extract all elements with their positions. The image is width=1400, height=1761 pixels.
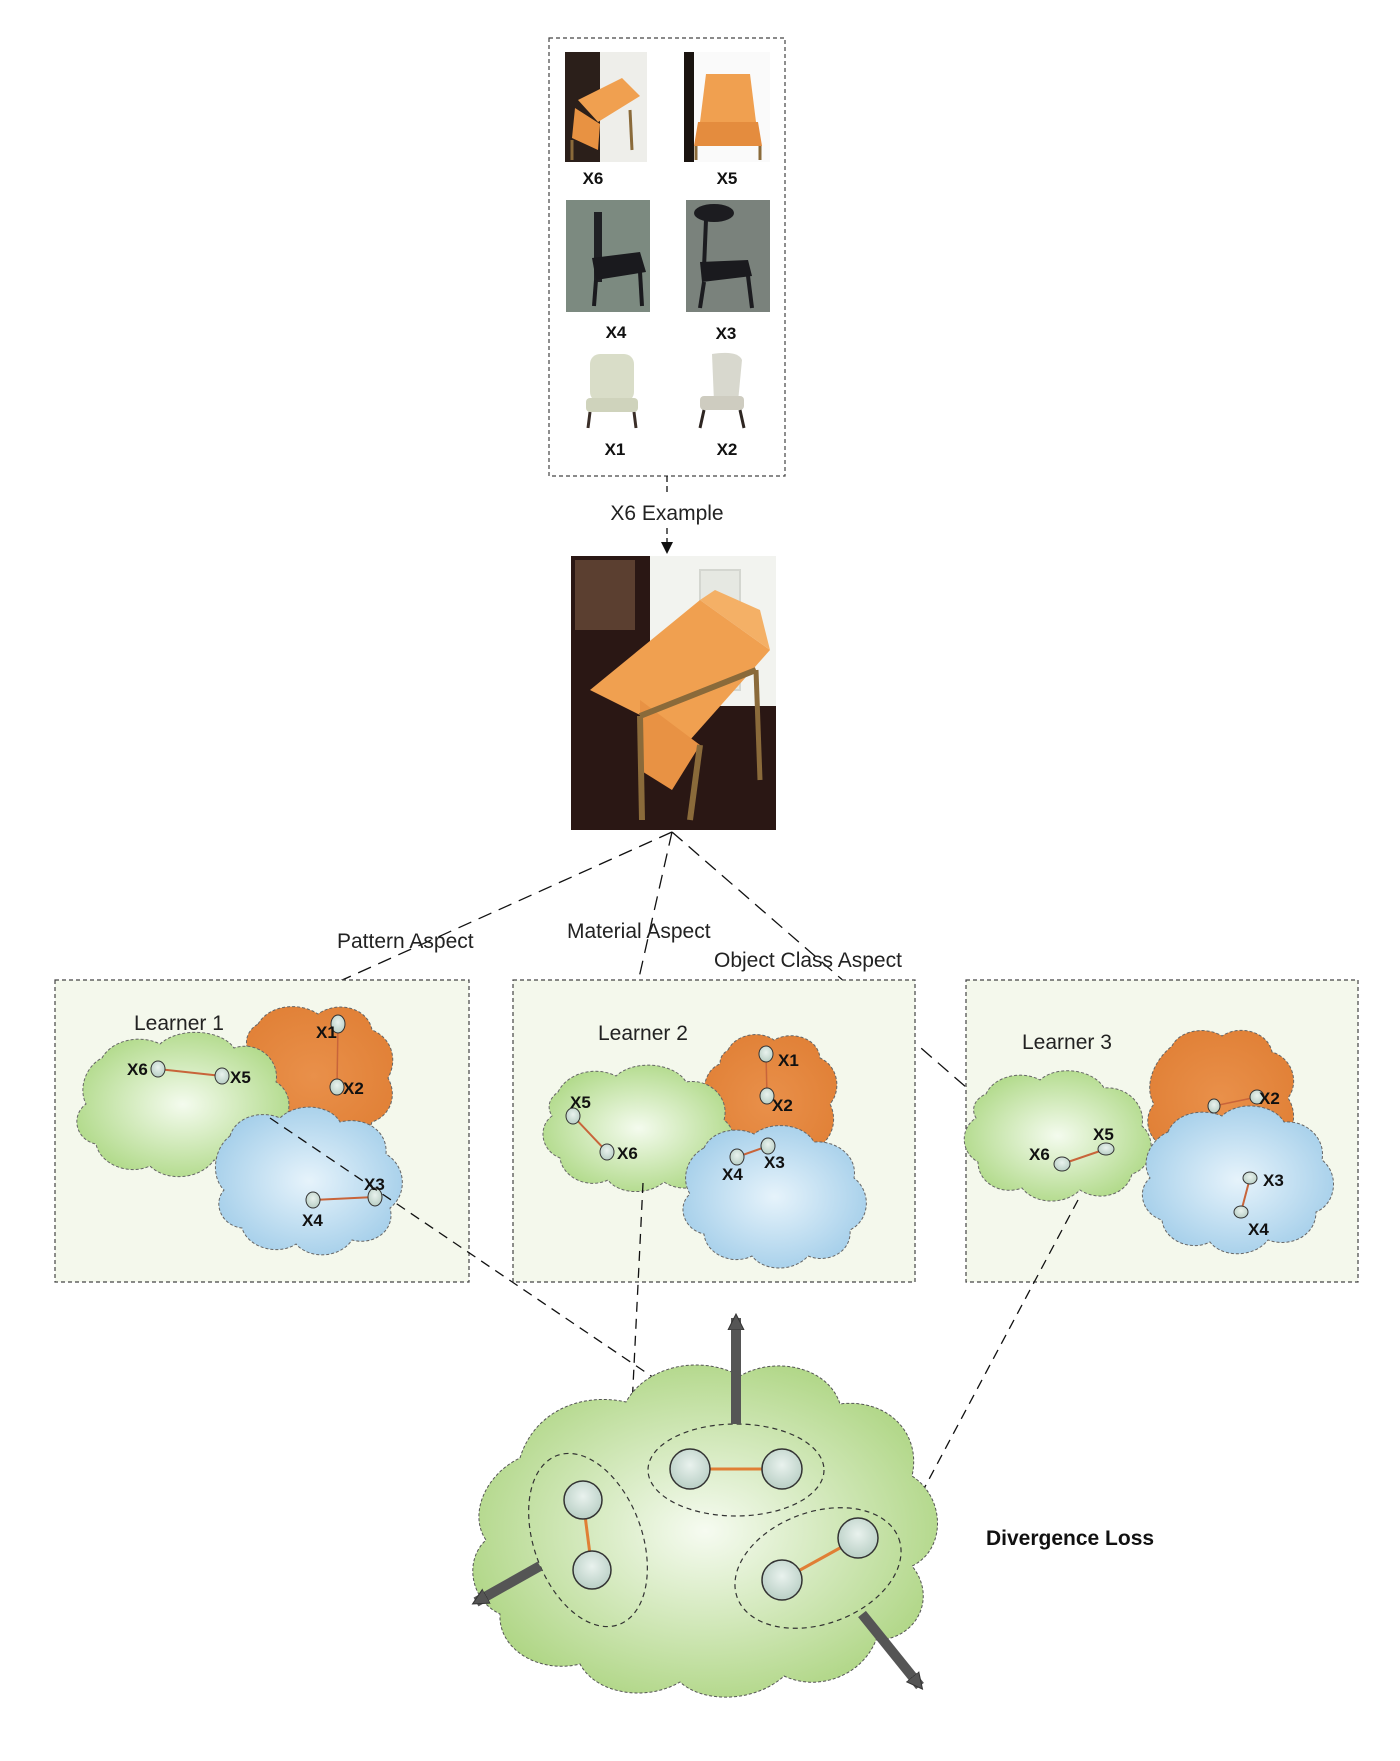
learner-2-label-x2: X2 [772, 1096, 793, 1115]
gallery-label-x4: X4 [606, 323, 627, 342]
learner-1-label-x6: X6 [127, 1060, 148, 1079]
learner-3-node-x6 [1053, 1156, 1071, 1172]
learner-2-label-x6: X6 [617, 1144, 638, 1163]
learner-1-node-x3 [367, 1187, 383, 1207]
cluster-outline-right [734, 1507, 902, 1629]
chair-thumbnail-x5 [684, 52, 770, 162]
learner-2-label-x1: X1 [778, 1051, 799, 1070]
learner-1-label-x3: X3 [364, 1175, 385, 1194]
learner-1-label-x5: X5 [230, 1068, 251, 1087]
learner-1-label-x2: X2 [343, 1079, 364, 1098]
learner-1-node-x1 [330, 1014, 346, 1034]
loss-node [669, 1448, 711, 1490]
learner-2-loss-arrow [621, 1182, 644, 1510]
learner-1-edge-x4-x3 [312, 1196, 376, 1201]
x6-example-image [571, 556, 776, 830]
learner-3-label-x3: X3 [1263, 1171, 1284, 1190]
learner-1-edge-x6-x5 [157, 1068, 223, 1077]
learner-1-panel: Learner 1 X6 X5 X1 X2 X3 X4 [54, 979, 470, 1283]
divergence-loss-label: Divergence Loss [986, 1527, 1154, 1550]
chair-thumbnail-x3 [686, 200, 770, 312]
learner-2-label-x5: X5 [570, 1093, 591, 1112]
loss-node [563, 1480, 603, 1520]
learner-1-node-x5 [214, 1067, 230, 1085]
chair-thumbnail-x6 [565, 52, 647, 162]
learner-2-label-x3: X3 [764, 1153, 785, 1172]
learner-3-loss-arrow [902, 1199, 1079, 1530]
learner-3-node-x2b [1249, 1089, 1265, 1105]
divergence-cloud [473, 1318, 938, 1698]
learner-2-node-x6 [599, 1143, 615, 1161]
learner-1-title: Learner 1 [134, 1012, 224, 1035]
learner-2-edge-x5-x6 [572, 1115, 608, 1153]
learner-3-node-x4 [1233, 1205, 1249, 1219]
learner-3-label-x5: X5 [1093, 1125, 1114, 1144]
learner-3-panel: Learner 3 X5 X6 X2 X3 X4 [963, 979, 1359, 1283]
learner-2-node-x5 [565, 1107, 581, 1125]
learner-1-label-x4: X4 [302, 1211, 323, 1230]
learner-3-title: Learner 3 [1022, 1031, 1112, 1054]
gallery-label-x6: X6 [583, 169, 604, 188]
learner-1-node-x2 [329, 1078, 345, 1096]
learner-1-edge-x1-x2 [336, 1023, 339, 1088]
cluster-outline-top [647, 1423, 825, 1517]
learner-2-blue-cluster [682, 1125, 867, 1269]
learner-2-panel: Learner 2 X1 X2 X5 X6 X4 X3 [512, 979, 916, 1283]
gallery-label-x5: X5 [717, 169, 738, 188]
learner-1-blue-cluster [214, 1106, 403, 1256]
learner-3-label-x6: X6 [1029, 1145, 1050, 1164]
learner-1-node-x6 [150, 1060, 166, 1078]
learner-3-label-x4: X4 [1248, 1220, 1269, 1239]
learner-3-green-cluster [963, 1070, 1152, 1202]
learner-2-node-x1 [758, 1045, 774, 1063]
loss-node [761, 1448, 803, 1490]
learner-2-label-x4: X4 [722, 1165, 743, 1184]
material-aspect-label: Material Aspect [567, 920, 711, 943]
learner-3-node-x5 [1097, 1142, 1115, 1156]
gallery-label-x3: X3 [716, 324, 737, 343]
push-arrow-left [476, 1561, 543, 1607]
gallery-panel: X6 X5 X4 X3 [548, 37, 786, 477]
pattern-aspect-label: Pattern Aspect [337, 930, 474, 953]
cluster-outline-left [528, 1452, 648, 1628]
loss-node [572, 1550, 612, 1590]
loss-arrows [269, 1117, 1079, 1530]
learner-3-node-x2a [1207, 1098, 1221, 1114]
learner-1-label-x1: X1 [316, 1023, 337, 1042]
learner-1-loss-arrow [269, 1117, 727, 1428]
learner-3-node-x3 [1242, 1171, 1258, 1185]
learner-2-node-x3 [760, 1137, 776, 1155]
gallery-label-x2: X2 [717, 440, 738, 459]
learner-3-label-x2: X2 [1259, 1089, 1280, 1108]
gallery-label-x1: X1 [605, 440, 626, 459]
learner-3-blue-cluster [1141, 1105, 1334, 1255]
loss-node [837, 1517, 879, 1559]
object-class-aspect-label: Object Class Aspect [714, 949, 902, 972]
learner-2-title: Learner 2 [598, 1022, 688, 1045]
push-arrow-right [858, 1610, 924, 1686]
chair-thumbnail-x1 [586, 354, 638, 429]
chair-thumbnail-x2 [698, 352, 746, 429]
example-label: X6 Example [610, 502, 723, 525]
learner-2-node-x2 [759, 1087, 775, 1105]
loss-node [761, 1559, 803, 1601]
learner-2-node-x4 [729, 1148, 745, 1166]
chair-thumbnail-x4 [566, 200, 650, 312]
learner-1-node-x4 [305, 1191, 321, 1209]
